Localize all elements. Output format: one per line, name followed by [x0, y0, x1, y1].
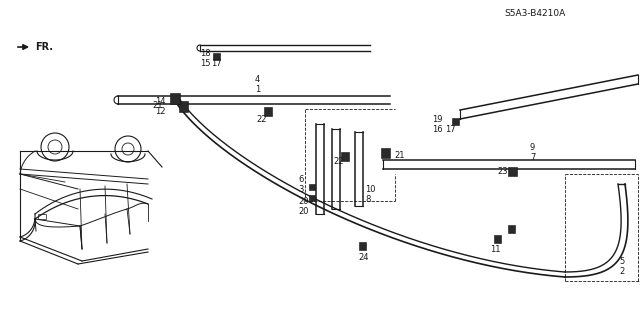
Text: 17: 17: [211, 60, 221, 69]
Text: 19: 19: [432, 115, 442, 123]
Text: 2: 2: [619, 268, 624, 277]
Text: 15: 15: [200, 60, 211, 69]
Text: 16: 16: [432, 124, 443, 133]
Text: 21: 21: [394, 152, 404, 160]
Bar: [381, 148, 390, 158]
Text: FR.: FR.: [35, 42, 53, 52]
Text: 9: 9: [530, 143, 535, 152]
Text: 11: 11: [490, 244, 500, 254]
Text: 3: 3: [298, 184, 303, 194]
Text: 10: 10: [365, 184, 376, 194]
Text: S5A3-B4210A: S5A3-B4210A: [504, 10, 565, 19]
Text: 6: 6: [298, 174, 303, 183]
Bar: [358, 242, 365, 250]
Text: 20: 20: [298, 197, 308, 205]
Bar: [508, 167, 516, 175]
Bar: [264, 107, 272, 115]
Text: 1: 1: [255, 85, 260, 93]
Text: 24: 24: [358, 254, 369, 263]
Text: 8: 8: [365, 195, 371, 204]
Bar: [309, 184, 315, 190]
Text: 22: 22: [256, 115, 266, 123]
Bar: [212, 53, 220, 60]
Bar: [170, 93, 180, 103]
Text: 4: 4: [255, 75, 260, 84]
Text: 12: 12: [155, 107, 166, 115]
Text: 18: 18: [200, 49, 211, 58]
Text: 21: 21: [152, 100, 163, 109]
Text: 23: 23: [497, 167, 508, 175]
Text: 17: 17: [445, 124, 456, 133]
Bar: [38, 214, 46, 219]
Bar: [341, 152, 349, 160]
Text: 22: 22: [333, 158, 344, 167]
Text: 20: 20: [298, 206, 308, 216]
Bar: [309, 195, 315, 201]
Bar: [451, 117, 458, 124]
Bar: [508, 225, 515, 233]
Text: 14: 14: [155, 97, 166, 106]
Text: 7: 7: [530, 152, 536, 161]
Text: 5: 5: [619, 257, 624, 266]
Bar: [493, 235, 500, 243]
Bar: [179, 100, 188, 112]
